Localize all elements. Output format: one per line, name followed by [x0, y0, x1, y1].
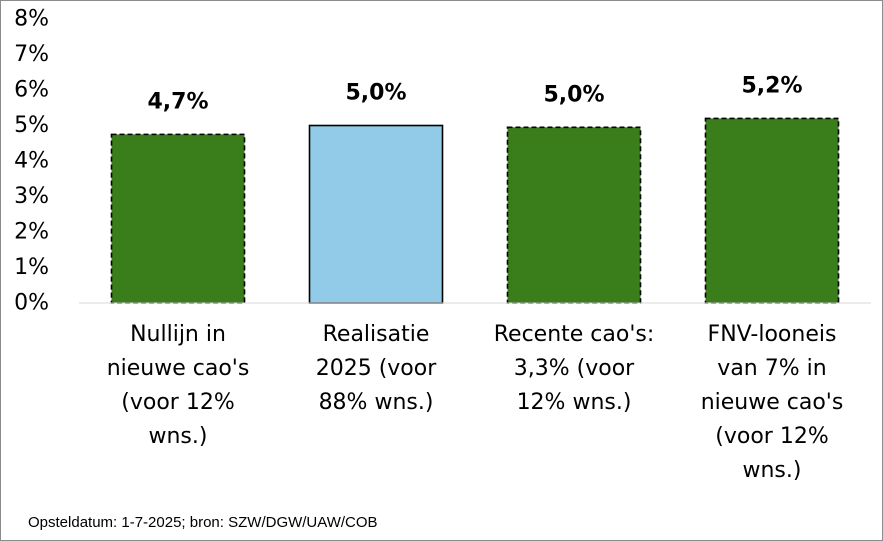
data-label: 4,7%	[147, 89, 208, 114]
category-label: Realisatie 2025 (voor 88% wns.)	[316, 322, 438, 415]
data-label: 5,2%	[741, 73, 802, 98]
data-label: 5,0%	[543, 82, 604, 107]
bar	[704, 117, 840, 304]
y-tick-label: 8%	[14, 7, 49, 32]
category-label-line: wns.)	[743, 458, 802, 483]
y-tick-label: 1%	[14, 255, 49, 280]
bar	[308, 124, 444, 304]
category-label-line: (voor 12%	[121, 390, 234, 415]
category-label-line: 2025 (voor	[316, 356, 438, 381]
category-label-line: 12% wns.)	[517, 390, 632, 415]
category-label: FNV-looneis van 7% in nieuwe cao's (voor 12…	[701, 322, 844, 483]
category-label-line: nieuwe cao's	[701, 390, 844, 415]
category-label-line: 88% wns.)	[319, 390, 434, 415]
category-label: Recente cao's: 3,3% (voor 12% wns.)	[494, 322, 655, 415]
y-tick-label: 7%	[14, 42, 49, 67]
category-label-line: Realisatie	[323, 322, 430, 347]
data-label: 5,0%	[345, 81, 406, 106]
y-tick-label: 5%	[14, 113, 49, 138]
category-label-line: FNV-looneis	[708, 322, 837, 347]
y-tick-label: 6%	[14, 78, 49, 103]
category-label-line: Recente cao's:	[494, 322, 655, 347]
category-label: Nullijn in nieuwe cao's (voor 12% wns.)	[107, 322, 250, 449]
y-tick-label: 3%	[14, 184, 49, 209]
bar	[110, 133, 246, 304]
y-tick-label: 0%	[14, 291, 49, 316]
category-label-line: 3,3% (voor	[514, 356, 635, 381]
category-label-line: (voor 12%	[715, 424, 828, 449]
y-tick-label: 2%	[14, 220, 49, 245]
category-label-line: wns.)	[149, 424, 208, 449]
bar	[506, 126, 642, 304]
y-tick-label: 4%	[14, 149, 49, 174]
category-label-line: van 7% in	[717, 356, 826, 381]
category-label-line: nieuwe cao's	[107, 356, 250, 381]
category-label-line: Nullijn in	[130, 322, 226, 347]
source-footnote: Opsteldatum: 1-7-2025; bron: SZW/DGW/UAW…	[28, 514, 378, 531]
